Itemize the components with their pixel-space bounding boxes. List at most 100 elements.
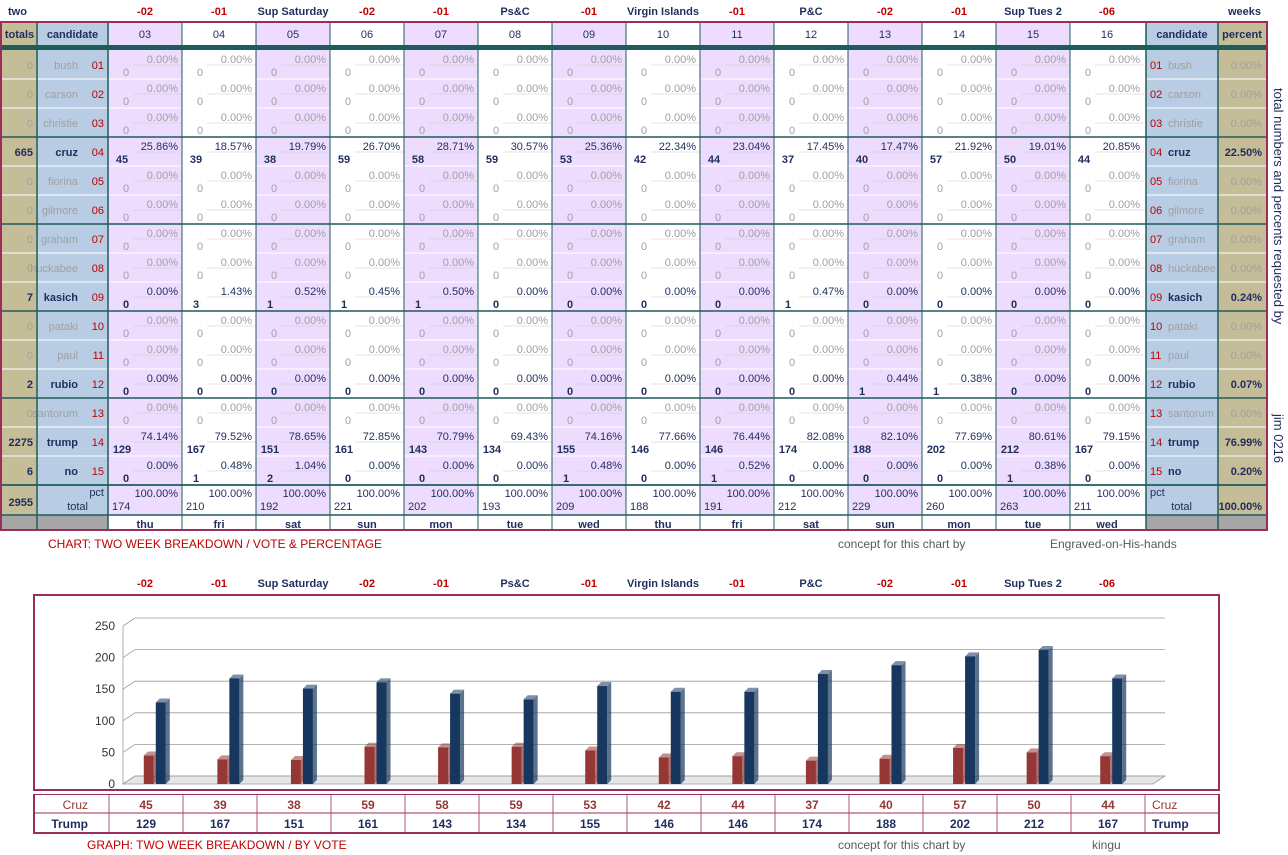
candidate-name: no xyxy=(65,466,79,478)
trump-bar xyxy=(376,678,391,784)
day-percent: 0.00% xyxy=(813,315,844,327)
day-percent: 0.00% xyxy=(295,402,326,414)
day-count: 0 xyxy=(197,125,203,137)
y-tick-label: 50 xyxy=(102,745,116,759)
graph-table-value: 40 xyxy=(879,798,893,812)
day-percent: 0.00% xyxy=(739,54,770,66)
candidate-number: 10 xyxy=(92,321,104,333)
day-count: 0 xyxy=(1011,357,1017,369)
day-header: 14 xyxy=(953,29,965,41)
graph-table-value: 146 xyxy=(728,817,748,831)
day-count: 0 xyxy=(1085,241,1091,253)
day-percent: 0.00% xyxy=(369,257,400,269)
day-count: 0 xyxy=(567,328,573,340)
day-count: 0 xyxy=(789,96,795,108)
day-count: 59 xyxy=(338,154,350,166)
day-count: 0 xyxy=(345,183,351,195)
graph-category-label: -02 xyxy=(137,578,153,590)
day-count: 0 xyxy=(345,67,351,79)
candidate-name-right: christie xyxy=(1168,118,1203,130)
day-percent: 80.61% xyxy=(1029,431,1067,443)
weekday-label: mon xyxy=(429,519,453,529)
day-header-bg xyxy=(1070,23,1144,45)
day-count: 0 xyxy=(789,357,795,369)
day-count: 0 xyxy=(937,299,943,311)
day-percent: 0.00% xyxy=(147,286,178,298)
candidate-number-right: 09 xyxy=(1150,292,1162,304)
day-header-bg xyxy=(996,23,1070,45)
day-percent: 0.00% xyxy=(739,402,770,414)
graph-category-label: Virgin Islands xyxy=(627,578,699,590)
day-percent: 0.47% xyxy=(813,286,844,298)
day-percent: 0.00% xyxy=(739,112,770,124)
day-count: 0 xyxy=(863,357,869,369)
day-percent: 0.00% xyxy=(147,460,178,472)
weekday-label: sun xyxy=(357,519,377,529)
day-count: 0 xyxy=(123,386,129,398)
week-label: P&C xyxy=(799,6,823,18)
weekday-label: thu xyxy=(136,519,153,529)
day-count: 0 xyxy=(567,67,573,79)
day-percent: 0.00% xyxy=(517,199,548,211)
day-percent: 0.00% xyxy=(961,257,992,269)
candidate-total: 2275 xyxy=(9,437,33,449)
graph-caption-concept: concept for this chart by xyxy=(838,838,966,852)
graph-table-value: 50 xyxy=(1027,798,1041,812)
chart-caption-concept: concept for this chart by xyxy=(838,537,966,551)
day-count: 0 xyxy=(123,328,129,340)
day-count: 0 xyxy=(715,241,721,253)
day-count: 146 xyxy=(705,444,723,456)
day-count: 0 xyxy=(715,125,721,137)
day-percent: 0.00% xyxy=(665,402,696,414)
day-count: 0 xyxy=(789,241,795,253)
day-percent: 0.00% xyxy=(147,112,178,124)
candidate-number: 04 xyxy=(92,147,104,159)
candidate-number: 06 xyxy=(92,205,104,217)
candidate-number: 13 xyxy=(92,408,104,420)
candidate-percent: 0.00% xyxy=(1231,176,1262,188)
day-total-count: 263 xyxy=(1000,501,1018,513)
weekday-label: tue xyxy=(1025,519,1042,529)
day-header-bg xyxy=(478,23,552,45)
day-total-percent: 100.00% xyxy=(283,488,327,500)
day-percent: 0.00% xyxy=(517,373,548,385)
day-count: 0 xyxy=(493,357,499,369)
day-percent: 0.00% xyxy=(665,199,696,211)
day-percent: 0.00% xyxy=(517,228,548,240)
day-header-bg xyxy=(182,23,256,45)
candidate-number: 09 xyxy=(92,292,104,304)
trump-bar xyxy=(965,652,980,784)
day-count: 0 xyxy=(641,212,647,224)
day-count: 0 xyxy=(419,357,425,369)
day-percent: 25.36% xyxy=(585,141,623,153)
trump-bar xyxy=(597,682,612,784)
candidate-number-right: 11 xyxy=(1150,350,1161,362)
percent-header-bg xyxy=(1218,23,1266,45)
trump-bar xyxy=(450,689,465,784)
day-percent: 0.44% xyxy=(887,373,918,385)
day-count: 146 xyxy=(631,444,649,456)
day-percent: 0.00% xyxy=(517,315,548,327)
day-count: 0 xyxy=(1085,299,1091,311)
candidate-total: 0 xyxy=(27,234,33,246)
day-percent: 0.00% xyxy=(517,460,548,472)
week-label: -01 xyxy=(951,6,967,18)
week-label: -01 xyxy=(211,6,227,18)
day-percent: 0.00% xyxy=(813,83,844,95)
day-count: 0 xyxy=(641,67,647,79)
day-count: 0 xyxy=(789,473,795,485)
day-percent: 0.00% xyxy=(1109,286,1140,298)
candidate-total: 6 xyxy=(27,466,33,478)
day-count: 0 xyxy=(123,270,129,282)
day-percent: 0.00% xyxy=(517,286,548,298)
candidate-total: 0 xyxy=(27,408,33,420)
day-percent: 0.00% xyxy=(295,257,326,269)
day-count: 167 xyxy=(187,444,205,456)
candidate-name: gilmore xyxy=(42,205,78,217)
day-count: 0 xyxy=(937,212,943,224)
day-count: 38 xyxy=(264,154,276,166)
week-label: -02 xyxy=(877,6,893,18)
day-count: 39 xyxy=(190,154,202,166)
day-percent: 0.00% xyxy=(517,83,548,95)
day-count: 1 xyxy=(563,473,569,485)
